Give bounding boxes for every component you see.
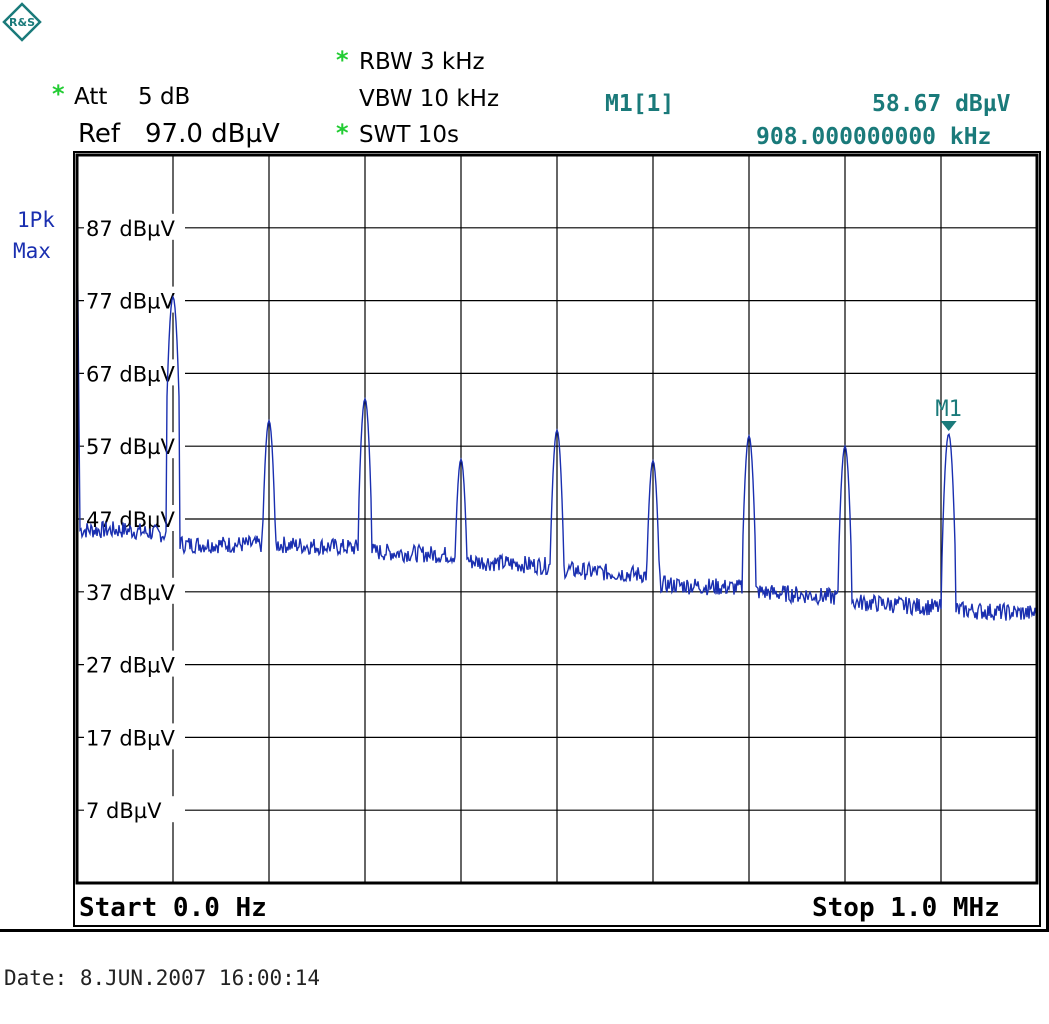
y-tick-label: 77 dBµV — [86, 290, 175, 314]
trace-mode: Max — [13, 239, 51, 263]
rbw-star-icon: * — [336, 46, 349, 74]
spectrum-trace — [76, 184, 1038, 621]
tick-label-bg — [84, 796, 185, 823]
logo-text: R&S — [9, 16, 35, 29]
y-tick-label: 57 dBµV — [86, 435, 175, 459]
tick-label-bg — [84, 286, 185, 313]
swt-setting: SWT 10s — [359, 122, 459, 148]
rohde-schwarz-logo: R&S — [2, 2, 42, 42]
vbw-setting: VBW 10 kHz — [359, 86, 500, 112]
y-tick-label: 87 dBµV — [86, 217, 175, 241]
att-label: Att — [74, 84, 108, 110]
tick-label-bg — [84, 432, 185, 459]
plot-border — [75, 153, 1039, 885]
marker-layer: M1 — [935, 397, 962, 432]
right-edge-rule — [1046, 0, 1049, 932]
y-tick-label: 27 dBµV — [86, 654, 175, 678]
att-value: 5 dB — [138, 84, 191, 110]
marker-name: M1[1] — [605, 91, 675, 117]
att-star-icon: * — [52, 80, 65, 108]
tick-label-bg — [84, 650, 185, 677]
ref-label: Ref — [78, 119, 121, 149]
marker-frequency: 908.000000000 kHz — [756, 124, 992, 150]
footer-divider — [0, 929, 1049, 932]
marker-level: 58.67 dBµV — [872, 91, 1011, 117]
trace-line — [76, 184, 1038, 621]
outer-frame — [73, 151, 1041, 927]
plot-frame — [73, 151, 1041, 927]
swt-star-icon: * — [336, 119, 349, 147]
ref-level: 97.0 dBµV — [145, 119, 280, 149]
plot-grid — [77, 155, 1037, 883]
y-tick-label: 7 dBµV — [86, 799, 162, 823]
tick-label-bg — [84, 723, 185, 750]
stop-frequency: Stop 1.0 MHz — [812, 893, 1000, 923]
rbw-setting: RBW 3 kHz — [359, 49, 485, 75]
tick-label-bg — [84, 577, 185, 604]
tick-label-bg — [84, 505, 185, 531]
y-tick-label: 17 dBµV — [86, 726, 175, 750]
y-tick-label: 67 dBµV — [86, 362, 175, 386]
trace-detector: 1Pk — [17, 208, 55, 232]
marker-label: M1 — [935, 397, 962, 422]
marker-triangle-icon — [940, 421, 957, 432]
y-tick-label: 37 dBµV — [86, 581, 175, 605]
capture-date: Date: 8.JUN.2007 16:00:14 — [4, 966, 321, 990]
start-frequency: Start 0.0 Hz — [79, 893, 267, 923]
tick-label-bg — [84, 213, 185, 240]
